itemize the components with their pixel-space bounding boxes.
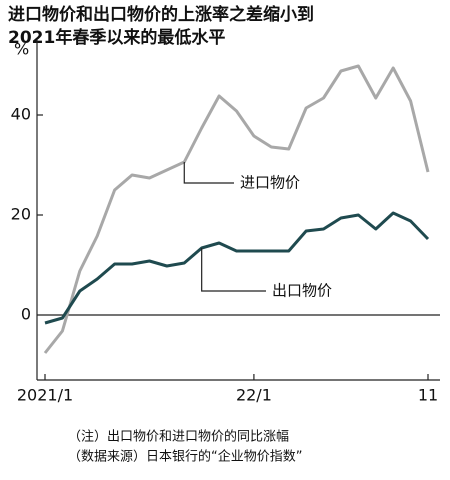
chart-title: 2021年春季以来的最低水平 [8,27,225,48]
x-tick-label: 22/1 [236,386,272,405]
source: （数据来源）日本银行的“企业物价指数” [68,449,302,465]
y-tick-label: 40 [11,105,31,124]
annotation-leader [201,248,266,292]
legend-label: 出口物价 [272,282,332,300]
y-tick-label: 20 [11,205,31,224]
annotation-leader [183,162,234,184]
series-line [43,64,430,354]
x-tick-label: 11 [418,386,438,405]
note: （注）出口物价和进口物价的同比涨幅 [68,429,289,445]
legend-label: 进口物价 [240,174,300,192]
y-axis-unit: % [14,40,29,59]
y-tick-label: 0 [21,305,31,324]
chart-title: 进口物价和出口物价的上涨率之差缩小到 [8,4,314,25]
series-line [44,211,430,325]
x-tick-label: 2021/1 [17,386,73,405]
